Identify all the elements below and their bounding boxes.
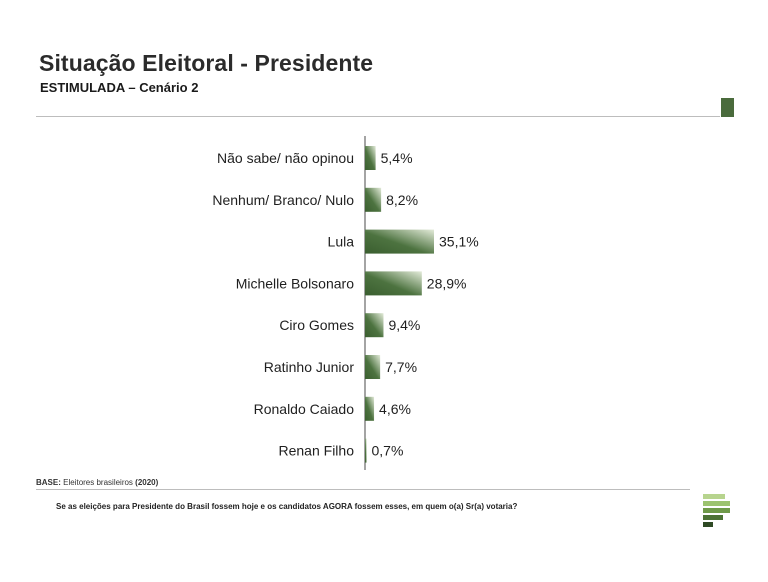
bar: [365, 146, 376, 170]
value-label: 8,2%: [386, 192, 418, 208]
bar-chart: Não sabe/ não opinou 5,4% Nenhum/ Branco/ …: [212, 136, 479, 470]
category-label: Nenhum/ Branco/ Nulo: [212, 192, 354, 208]
base-text: Eleitores brasileiros: [63, 478, 133, 487]
survey-question: Se as eleições para Presidente do Brasil…: [56, 502, 518, 511]
value-label: 0,7%: [372, 443, 404, 459]
bar: [365, 438, 367, 463]
bar: [365, 355, 381, 379]
footer-divider: [36, 489, 690, 490]
bar: [365, 187, 382, 212]
value-label: 4,6%: [379, 401, 411, 417]
value-label: 28,9%: [427, 275, 467, 291]
category-label: Ronaldo Caiado: [254, 401, 355, 417]
bar: [365, 229, 434, 254]
category-label: Michelle Bolsonaro: [236, 275, 354, 291]
brand-corner-square: [721, 98, 734, 117]
category-label: Lula: [328, 234, 355, 250]
category-label: Ratinho Junior: [264, 359, 355, 375]
base-note: BASE: Eleitores brasileiros (2020): [36, 478, 158, 487]
bar: [365, 271, 422, 296]
bar: [365, 313, 384, 338]
category-label: Não sabe/ não opinou: [217, 150, 354, 166]
page-title: Situação Eleitoral - Presidente: [39, 50, 374, 76]
value-label: 9,4%: [388, 317, 420, 333]
bar: [365, 396, 375, 421]
value-label: 5,4%: [381, 150, 413, 166]
category-label: Renan Filho: [279, 443, 355, 459]
page-subtitle: ESTIMULADA – Cenário 2: [40, 80, 199, 95]
value-label: 7,7%: [385, 359, 417, 375]
base-year: (2020): [135, 478, 159, 487]
header-divider: [36, 116, 720, 117]
brand-logo-icon: [703, 494, 730, 527]
value-label: 35,1%: [439, 234, 479, 250]
category-label: Ciro Gomes: [279, 317, 354, 333]
base-prefix: BASE:: [36, 478, 61, 487]
